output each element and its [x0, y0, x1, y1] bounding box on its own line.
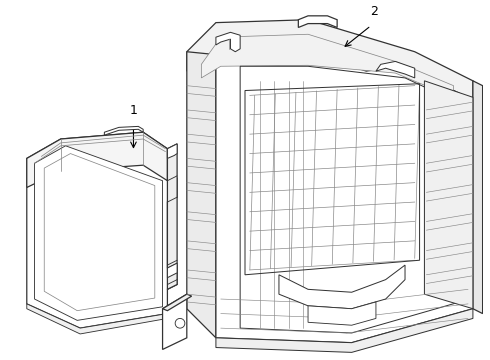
Polygon shape: [187, 20, 473, 100]
Polygon shape: [216, 309, 473, 352]
Text: 1: 1: [129, 104, 137, 117]
Circle shape: [175, 319, 185, 328]
Polygon shape: [27, 132, 177, 328]
Polygon shape: [34, 146, 163, 320]
Polygon shape: [298, 16, 337, 27]
Text: 2: 2: [370, 5, 378, 18]
Polygon shape: [44, 154, 155, 311]
Polygon shape: [163, 294, 187, 350]
Polygon shape: [27, 304, 168, 334]
Polygon shape: [187, 52, 216, 338]
Polygon shape: [376, 62, 415, 78]
Polygon shape: [168, 144, 177, 289]
Polygon shape: [163, 294, 192, 311]
Polygon shape: [168, 144, 177, 158]
Polygon shape: [104, 126, 143, 135]
Polygon shape: [216, 55, 473, 343]
Polygon shape: [27, 132, 168, 188]
Polygon shape: [424, 81, 473, 309]
Polygon shape: [473, 81, 483, 314]
Polygon shape: [279, 265, 405, 309]
Polygon shape: [168, 263, 177, 278]
Polygon shape: [240, 66, 463, 333]
Polygon shape: [308, 302, 376, 325]
Polygon shape: [201, 34, 454, 97]
Polygon shape: [216, 32, 240, 52]
